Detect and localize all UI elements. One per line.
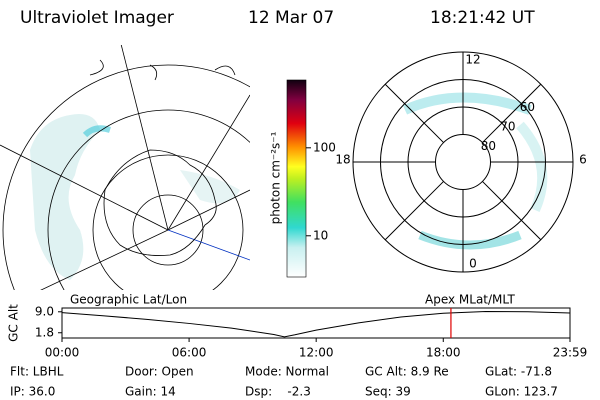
polar-spoke: [482, 83, 542, 143]
status-field: IP: 36.0: [10, 385, 55, 399]
altitude-chart: Geographic Lat/Lon Apex MLat/MLT GC Alt 9.0…: [7, 293, 588, 360]
y-tick-label: 9.0: [35, 304, 54, 318]
status-field: Dsp: -2.3: [245, 385, 311, 399]
colorbar: [286, 79, 307, 278]
lat-label: 60: [520, 100, 535, 114]
mlt-label: 6: [579, 153, 587, 167]
chart-title-right: Apex MLat/MLT: [425, 293, 515, 307]
status-field: Seq: 39: [365, 385, 411, 399]
x-tick-label: 18:00: [426, 346, 461, 360]
status-field: Gain: 14: [125, 385, 176, 399]
x-tick-label: 06:00: [172, 346, 207, 360]
polar-spoke: [384, 181, 444, 241]
y-axis-label: GC Alt: [7, 304, 21, 342]
geo-map: [0, 45, 250, 290]
colorbar-tick-label: 10: [313, 228, 328, 242]
status-field: GLon: 123.7: [485, 385, 558, 399]
mlt-label: 0: [469, 257, 477, 271]
lat-label: 70: [500, 120, 515, 134]
altitude-line: [61, 310, 571, 338]
date: 12 Mar 07: [248, 8, 334, 28]
colorbar-label: photon cm⁻²s⁻¹: [269, 131, 283, 224]
lat-label: 80: [481, 139, 496, 153]
status-field: GC Alt: 8.9 Re: [365, 365, 449, 379]
status-field: Door: Open: [125, 365, 194, 379]
x-tick-label: 23:59: [553, 346, 588, 360]
status-field: Mode: Normal: [245, 365, 329, 379]
status-field: Flt: LBHL: [10, 365, 64, 379]
mlt-label: 12: [465, 53, 480, 67]
title: Ultraviolet Imager: [20, 8, 174, 28]
plot-frame: [61, 307, 571, 339]
colorbar-tick-label: 100: [313, 140, 336, 154]
time: 18:21:42 UT: [430, 8, 535, 28]
x-tick-label: 12:00: [299, 346, 334, 360]
x-tick-label: 00:00: [45, 346, 80, 360]
polar-spoke: [384, 83, 444, 143]
mlt-label: 18: [335, 153, 350, 167]
polar-spoke: [482, 181, 542, 241]
status-panel: Flt: LBHL Door: Open Mode: Normal GC Alt: 8…: [10, 365, 558, 399]
y-tick-label: 1.8: [35, 325, 54, 339]
status-field: GLat: -71.8: [485, 365, 552, 379]
chart-title-left: Geographic Lat/Lon: [70, 293, 187, 307]
